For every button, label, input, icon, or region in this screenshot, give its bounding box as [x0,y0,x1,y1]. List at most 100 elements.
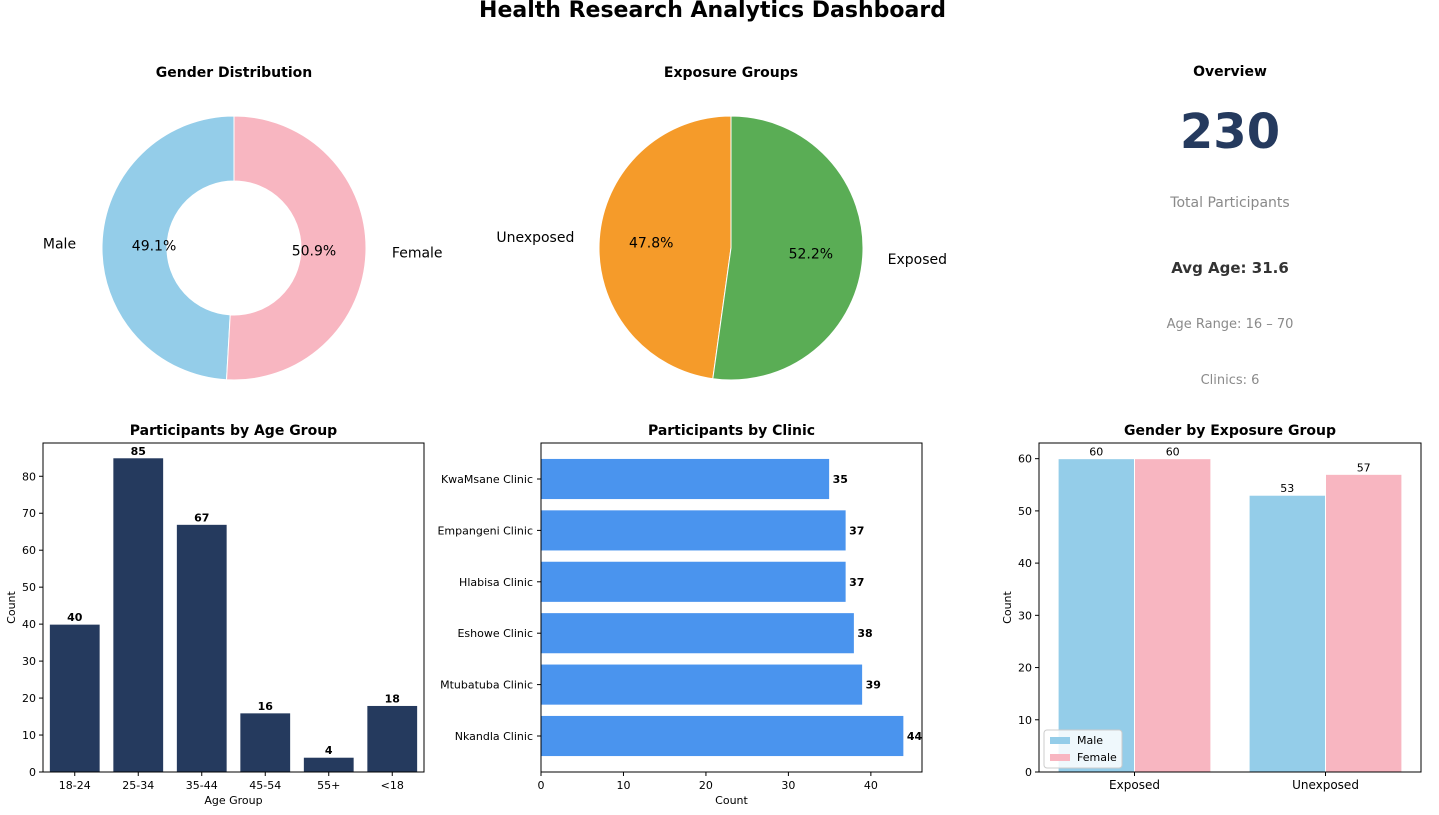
y-tick-label: Eshowe Clinic [457,627,533,640]
bar-value-label: 40 [67,611,83,624]
slice-exposed [712,115,864,381]
bar-exposed-female [1134,458,1212,773]
x-axis-label: Count [715,794,748,807]
y-tick-label: Nkandla Clinic [455,730,533,743]
bar-value-label: 44 [907,730,923,743]
bar-kwamsane-clinic [540,457,831,501]
y-tick-label: 20 [22,692,36,705]
y-tick-label: 60 [22,544,36,557]
y-tick-label: 70 [22,507,36,520]
legend-label-female: Female [1077,751,1117,764]
y-tick-label: 30 [22,655,36,668]
y-tick-label: Mtubatuba Clinic [440,679,533,692]
bar-35-44 [175,523,228,773]
y-tick-label: 40 [1018,557,1032,570]
overview-panel: Overview 230 Total Participants Avg Age:… [1030,60,1430,400]
x-tick-label: Unexposed [1292,778,1359,792]
bar-nkandla-clinic [540,714,905,758]
bar-value-label: 37 [849,576,864,589]
legend-swatch-female [1050,754,1070,761]
bar-value-label: 60 [1166,446,1180,459]
slice-unexposed [598,115,732,380]
y-tick-label: Hlabisa Clinic [459,576,533,589]
y-tick-label: 40 [22,618,36,631]
bar-25-34 [112,457,165,773]
chart-title: Exposure Groups [664,65,798,81]
bar-55 [302,756,355,773]
bar-eshowe-clinic [540,612,855,655]
axes-frame [42,442,425,773]
y-tick-label: 20 [1018,662,1032,675]
slice-pct-unexposed: 47.8% [629,235,673,251]
bar-value-label: 18 [385,692,400,705]
bar-unexposed-male [1248,494,1327,773]
gender-by-exposure-chart: Gender by Exposure Group 0 10 20 30 40 50 60 60 6… [1001,423,1422,792]
slice-label-unexposed: Unexposed [496,230,574,246]
bar-value-label: 4 [325,744,333,757]
slice-label-male: Male [43,237,76,253]
bar-value-label: 67 [194,511,209,524]
bar-value-label: 57 [1357,461,1371,474]
bar-value-label: 60 [1089,446,1103,459]
overview-title: Overview [1193,64,1267,80]
bar-empangeni-clinic [540,509,847,552]
total-participants-label: Total Participants [1170,195,1290,211]
bar-value-label: 53 [1280,482,1294,495]
bar-value-label: 37 [849,524,864,537]
exposure-groups-chart: Exposure Groups Unexposed 47.8% Exposed 52.2… [496,65,947,381]
x-tick-label: 0 [538,779,545,792]
legend: Male Female [1043,729,1123,769]
y-tick-label: 50 [1018,505,1032,518]
y-tick-label: 10 [1018,714,1032,727]
bar-value-label: 85 [131,445,146,458]
y-axis-label: Count [1001,590,1014,623]
x-tick-label: 30 [781,779,795,792]
x-tick-label: 10 [616,779,630,792]
chart-title: Participants by Clinic [648,423,815,439]
bar-18 [366,704,419,773]
y-tick-label: 60 [1018,453,1032,466]
chart-title: Gender Distribution [156,65,312,81]
y-tick-label: 50 [22,581,36,594]
x-tick-label: 25-34 [122,779,154,792]
slice-male [101,115,235,381]
x-axis-label: Age Group [204,794,262,807]
legend-swatch-male [1050,737,1070,744]
y-axis-label: Count [5,590,18,623]
age-group-chart: Participants by Age Group 0 10 20 30 40 50 60 70… [5,423,425,807]
slice-label-female: Female [392,245,443,261]
slice-pct-female: 50.9% [292,243,336,259]
gender-distribution-chart: Gender Distribution Male 49.1% Female 50.9% [43,65,443,381]
bar-value-label: 39 [866,679,881,692]
chart-title: Gender by Exposure Group [1124,423,1336,439]
avg-age: Avg Age: 31.6 [1171,259,1289,277]
bar-unexposed-female [1325,473,1403,773]
age-range: Age Range: 16 – 70 [1166,317,1294,332]
bar-hlabisa-clinic [540,560,847,603]
clinic-chart: Participants by Clinic 0 10 20 30 40 44 Nkandla… [437,423,923,807]
bar-value-label: 16 [258,700,274,713]
dashboard-title: Health Research Analytics Dashboard [479,0,946,23]
bar-exposed-male [1057,458,1135,773]
chart-title: Participants by Age Group [130,423,337,439]
y-tick-label: Empangeni Clinic [437,524,533,537]
y-tick-label: 0 [29,766,36,779]
slice-label-exposed: Exposed [888,252,947,268]
x-tick-label: Exposed [1109,778,1160,792]
x-tick-label: 45-54 [249,779,281,792]
axes-frame [1038,442,1422,773]
y-tick-label: 30 [1018,609,1032,622]
bar-value-label: 38 [857,627,872,640]
bar-45-54 [239,712,292,773]
x-tick-label: 35-44 [186,779,218,792]
slice-female [226,115,367,381]
bar-value-label: 35 [833,473,848,486]
clinics-count: Clinics: 6 [1200,373,1260,388]
x-tick-label: 20 [699,779,713,792]
axes-frame [540,442,923,773]
legend-label-male: Male [1077,734,1103,747]
y-tick-label: 80 [22,470,36,483]
bar-18-24 [48,623,101,773]
y-tick-label: KwaMsane Clinic [441,473,533,486]
x-tick-label: <18 [381,779,404,792]
